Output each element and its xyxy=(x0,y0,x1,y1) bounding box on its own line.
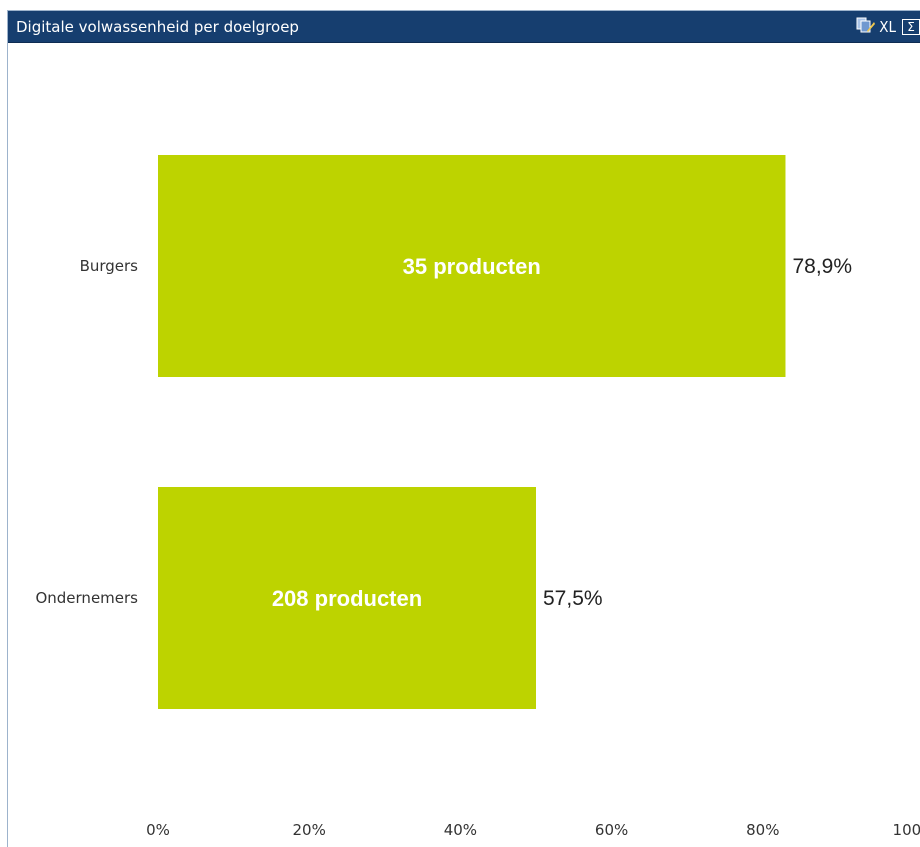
bar-inner-label: 208 producten xyxy=(272,586,422,611)
x-tick-label: 40% xyxy=(444,821,477,839)
panel-title: Digitale volwassenheid per doelgroep xyxy=(16,18,299,36)
x-tick-label: 60% xyxy=(595,821,628,839)
top-strip xyxy=(0,0,920,10)
x-tick-label: 20% xyxy=(293,821,326,839)
value-label: 57,5% xyxy=(543,587,603,610)
export-xl-button[interactable]: XL xyxy=(879,18,896,36)
bar-burgers xyxy=(158,155,786,377)
sigma-icon[interactable]: Σ xyxy=(902,19,920,35)
category-label: Burgers xyxy=(80,257,139,275)
titlebar-toolbar: XL Σ xyxy=(856,16,920,38)
panel-titlebar: Digitale volwassenheid per doelgroep XL … xyxy=(8,11,920,43)
x-tick-label: 0% xyxy=(146,821,170,839)
value-label: 78,9% xyxy=(792,255,852,278)
bar-inner-label: 35 producten xyxy=(403,254,541,279)
copy-chart-icon[interactable] xyxy=(856,16,876,38)
x-tick-label: 100% xyxy=(893,821,920,839)
x-tick-label: 80% xyxy=(746,821,779,839)
bar-ondernemers xyxy=(158,487,536,709)
category-label: Ondernemers xyxy=(35,589,138,607)
